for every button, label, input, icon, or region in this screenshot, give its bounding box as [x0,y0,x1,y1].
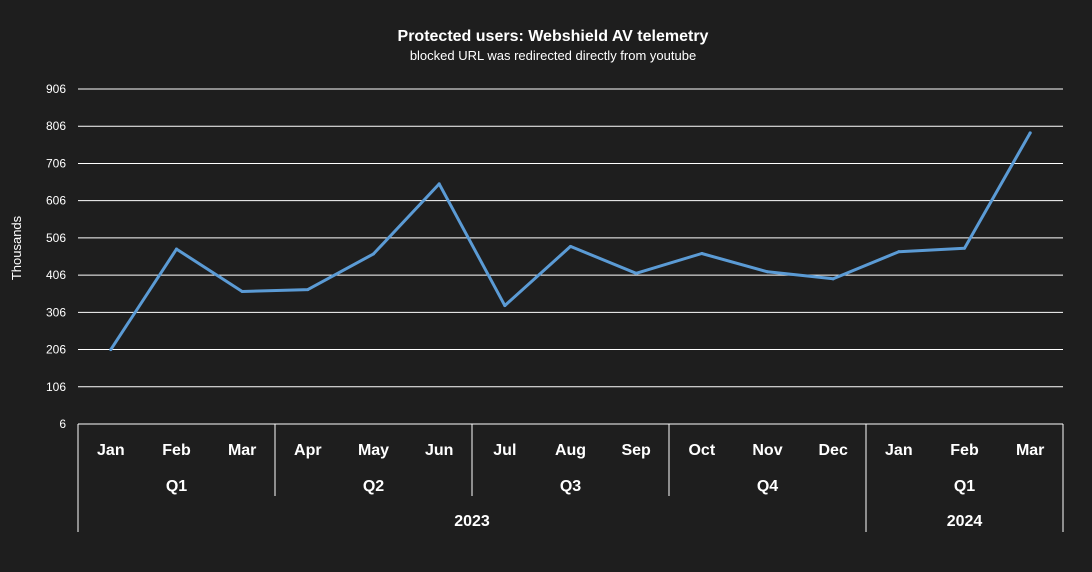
x-tick-label: Oct [688,442,715,459]
data-point [897,250,901,254]
series-group [109,131,1032,352]
x-tick-label: May [358,442,389,459]
data-point [569,244,572,248]
data-point [372,252,375,256]
x-tick-label: Nov [752,442,782,459]
data-point [766,270,769,274]
quarter-label: Q3 [560,478,581,495]
x-tick-label: Sep [621,442,651,459]
y-axis-label: Thousands [9,215,24,280]
year-label: 2023 [454,513,490,530]
y-tick-label: 606 [46,194,66,208]
series-line [109,131,1032,352]
x-tick-label: Jan [97,442,125,459]
data-point [306,288,310,292]
data-point [700,252,704,256]
quarter-label: Q1 [166,478,187,495]
quarter-label: Q1 [954,478,975,495]
data-point [831,277,835,281]
x-tick-label: Feb [162,442,191,459]
x-axis: Jan Feb Mar Apr May Jun Jul Aug Sep Oct Nov Dec Jan F… [77,423,1064,532]
year-label: 2024 [947,513,983,530]
data-point [1028,131,1032,135]
data-point [240,289,244,293]
y-tick-label: 906 [46,82,66,96]
data-point [175,247,178,251]
data-point [109,348,113,352]
x-tick-label: Dec [818,442,847,459]
data-point [437,182,441,186]
gridlines [78,88,1063,388]
data-point [963,246,966,250]
x-tick-label: Mar [228,442,256,459]
quarter-label: Q2 [363,478,384,495]
y-tick-label: 106 [46,380,66,394]
data-point [634,271,638,275]
chart-subtitle: blocked URL was redirected directly from… [410,48,696,63]
x-tick-label: Jul [493,442,516,459]
x-tick-label: Mar [1016,442,1044,459]
y-tick-label: 806 [46,119,66,133]
x-tick-label: Feb [950,442,979,459]
chart-title: Protected users: Webshield AV telemetry [398,28,709,45]
x-tick-label: Jan [885,442,913,459]
x-tick-label: Aug [555,442,586,459]
x-tick-label: Jun [425,442,453,459]
x-tick-label: Apr [294,442,322,459]
y-tick-label: 306 [46,305,66,319]
y-tick-label: 206 [46,343,66,357]
quarter-label: Q4 [757,478,778,495]
y-tick-label: 406 [46,268,66,282]
data-point [503,304,507,308]
y-tick-label: 506 [46,231,66,245]
y-axis-ticks: 6 106 206 306 406 506 606 706 806 906 [46,82,66,431]
y-tick-label: 706 [46,156,66,170]
y-tick-label: 6 [59,417,66,431]
